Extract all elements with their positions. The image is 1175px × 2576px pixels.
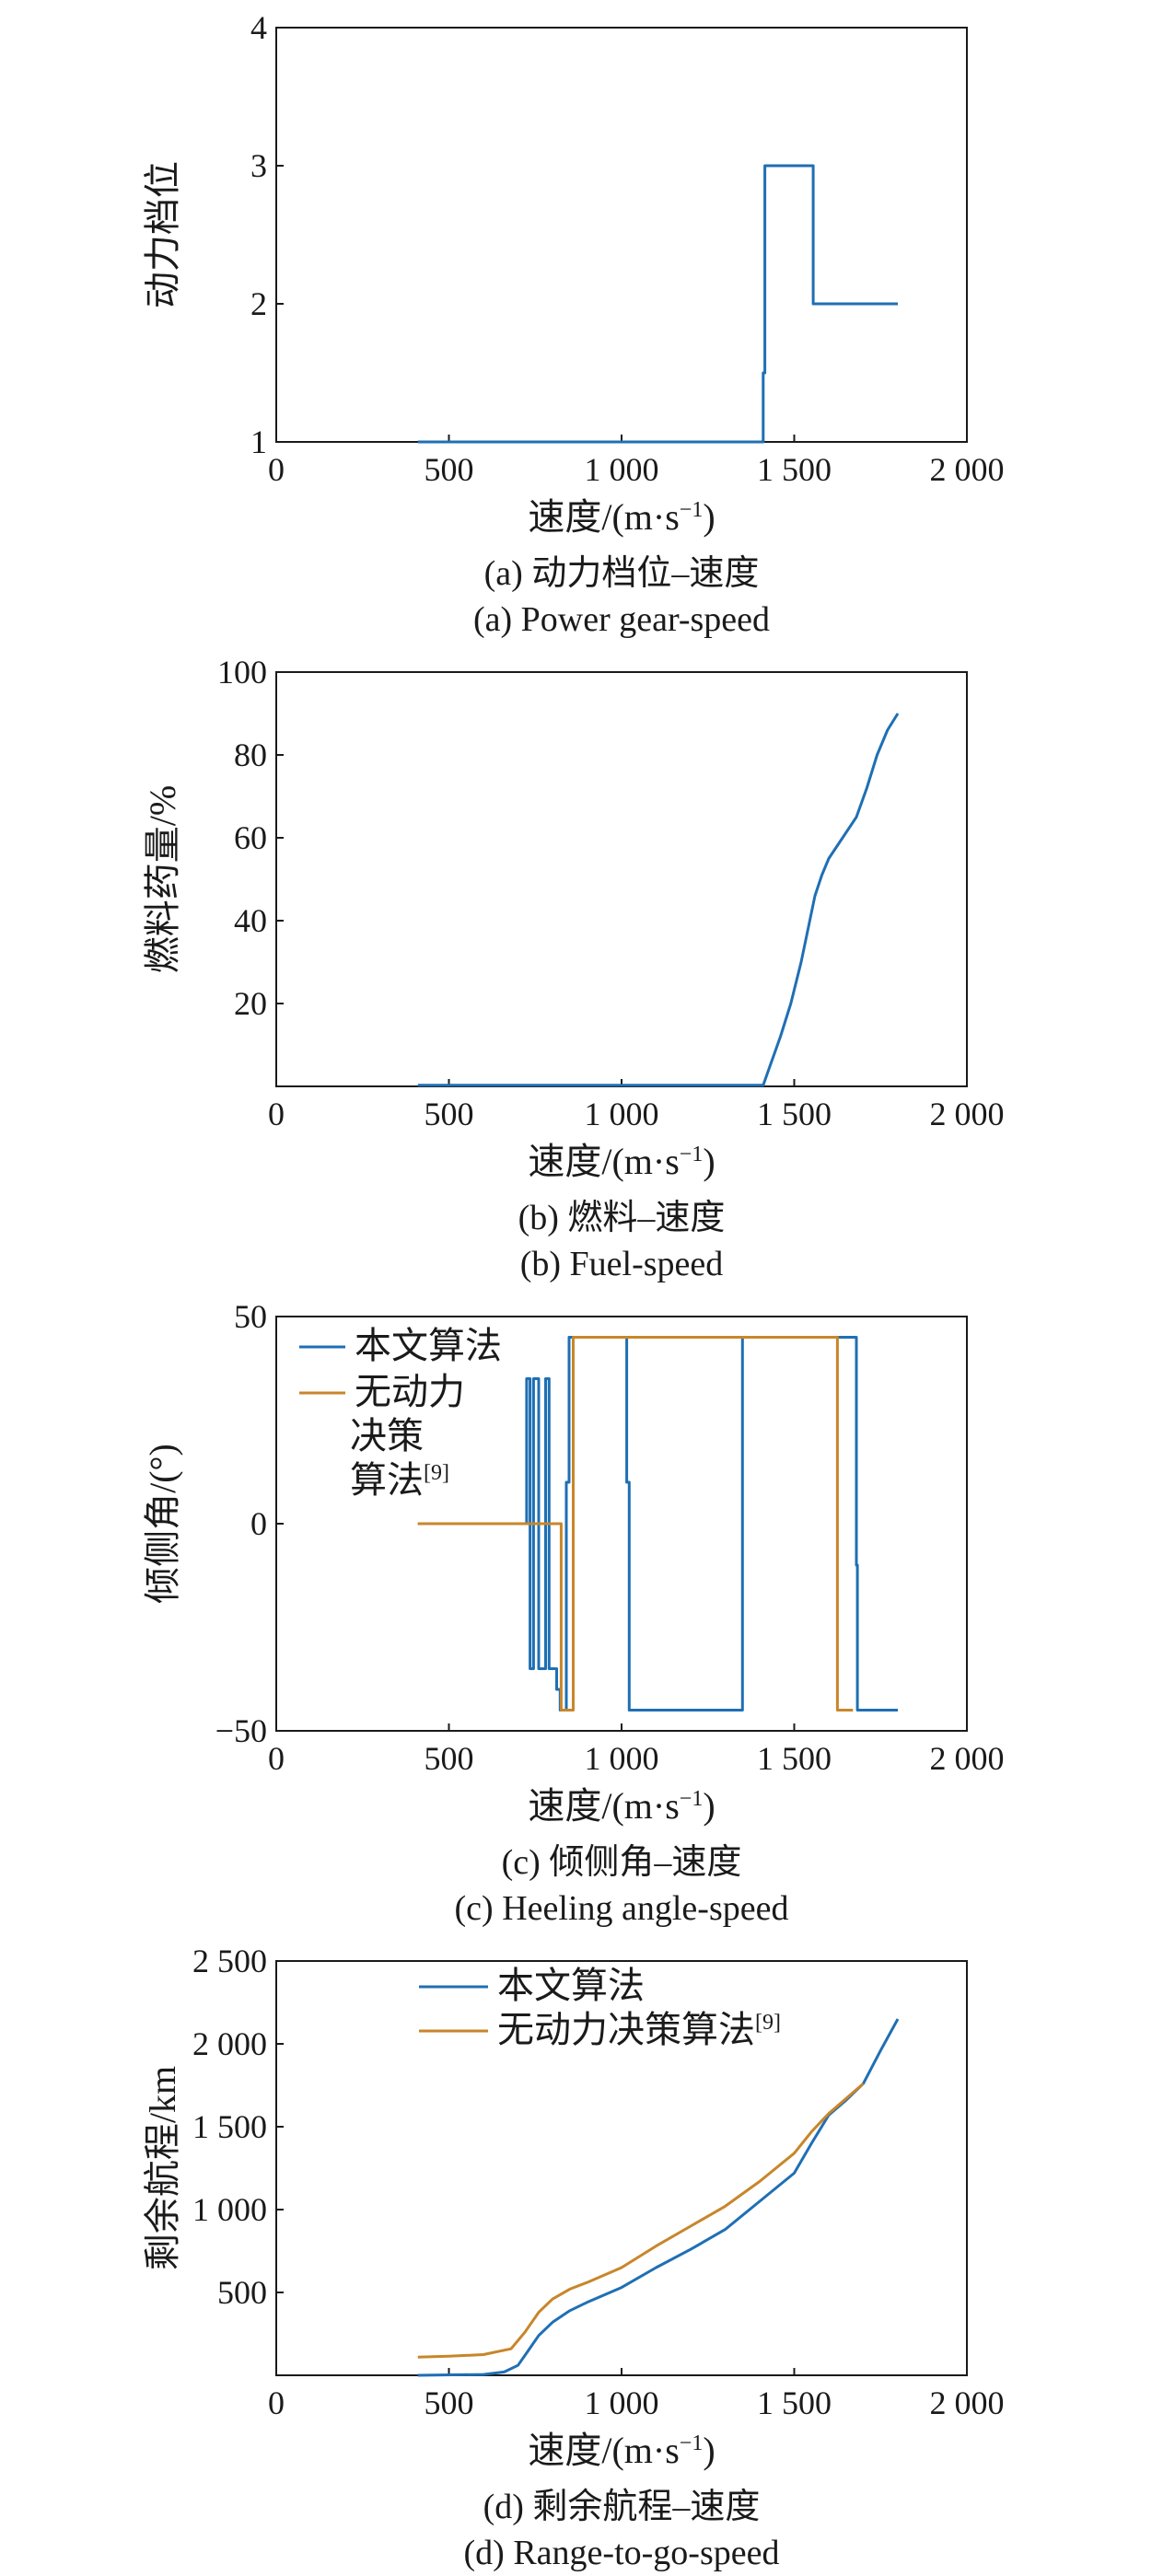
- x-tick-label: 500: [425, 451, 474, 488]
- y-tick-label: 20: [234, 985, 267, 1022]
- caption-cn: (b) 燃料–速度: [518, 1199, 726, 1237]
- series-line-1: [417, 2018, 900, 2377]
- y-tick-label: 3: [250, 147, 267, 184]
- y-tick-label: 50: [234, 1298, 267, 1335]
- y-tick-label: 2 000: [192, 2025, 267, 2062]
- y-tick-label: 2 500: [192, 1943, 267, 1979]
- y-tick-label: 1 500: [192, 2108, 267, 2145]
- chart-panel-c: 0 500 1 000 1 500 2 000−50050速度/(m·s−1)倾侧角/(…: [142, 1298, 1005, 1928]
- legend-label: 决策: [350, 1415, 424, 1456]
- legend-label: 无动力决策算法[9]: [497, 2009, 781, 2050]
- x-tick-label: 1 000: [585, 451, 659, 488]
- series-line-1: [417, 164, 898, 444]
- y-axis-label: 倾侧角/(°): [142, 1444, 183, 1604]
- x-tick-label: 2 000: [930, 451, 1005, 488]
- series-line-1: [417, 713, 900, 1087]
- series-line-2: [417, 1336, 854, 1712]
- x-tick-label: 1 500: [757, 451, 832, 488]
- y-axis-label: 剩余航程/km: [142, 2066, 183, 2270]
- y-tick-label: 100: [217, 654, 267, 690]
- chart-panel-a: 0 500 1 000 1 500 2 000 1 2 3 4 速度/(m·s−1) 动力档位 (a)…: [142, 9, 1005, 639]
- y-tick-label: 1 000: [192, 2191, 267, 2228]
- chart-panel-d: 0 500 1 000 1 500 2 000 500 1 000 1 500 2 000 2 5…: [142, 1943, 1005, 2572]
- legend-label: 算法[9]: [350, 1459, 449, 1501]
- x-tick-label: 1 500: [757, 1740, 832, 1777]
- y-tick-label: 2: [250, 285, 267, 322]
- y-tick-label: 80: [234, 737, 267, 773]
- plot-frame: [275, 671, 968, 1087]
- y-tick-label: 60: [234, 819, 267, 856]
- legend-label: 无动力: [355, 1371, 465, 1412]
- y-tick-label: 500: [217, 2274, 267, 2311]
- series-line-2: [417, 2083, 865, 2359]
- x-axis-label: 速度/(m·s−1): [528, 496, 715, 538]
- caption-cn: (a) 动力档位–速度: [484, 554, 760, 593]
- x-axis-label: 速度/(m·s−1): [528, 2430, 715, 2471]
- y-axis-label: 动力档位: [142, 161, 183, 308]
- caption-en: (b) Fuel-speed: [520, 1245, 724, 1283]
- y-tick-label: 4: [250, 9, 267, 46]
- caption-cn: (d) 剩余航程–速度: [483, 2488, 761, 2526]
- x-tick-label: 1 500: [757, 2385, 832, 2421]
- chart-panel-b: 0 500 1 000 1 500 2 000 20 40 60 80 100 速度/(m·s−1)…: [142, 654, 1005, 1283]
- y-tick-label: 0: [250, 1505, 267, 1542]
- x-tick-label: 0: [268, 1740, 285, 1777]
- caption-en: (c) Heeling angle-speed: [455, 1889, 789, 1928]
- x-tick-label: 0: [268, 1096, 285, 1132]
- y-tick-label: 1: [250, 424, 267, 460]
- x-tick-label: 1 000: [585, 2385, 659, 2421]
- x-tick-label: 1 000: [585, 1096, 659, 1132]
- caption-en: (d) Range-to-go-speed: [464, 2534, 780, 2572]
- x-tick-label: 0: [268, 2385, 285, 2421]
- legend-label: 本文算法: [497, 1965, 645, 2006]
- x-tick-label: 2 000: [930, 1096, 1005, 1132]
- x-axis-label: 速度/(m·s−1): [528, 1141, 715, 1182]
- x-tick-label: 500: [425, 2385, 474, 2421]
- x-tick-label: 2 000: [930, 2385, 1005, 2421]
- caption-en: (a) Power gear-speed: [473, 600, 770, 639]
- y-tick-label: −50: [215, 1712, 267, 1749]
- y-axis-label: 燃料药量/%: [142, 785, 183, 973]
- legend-label: 本文算法: [355, 1325, 502, 1366]
- x-tick-label: 500: [425, 1096, 474, 1132]
- x-tick-label: 2 000: [930, 1740, 1005, 1777]
- plot-frame: [275, 27, 968, 443]
- x-tick-label: 1 500: [757, 1096, 832, 1132]
- x-tick-label: 0: [268, 451, 285, 488]
- x-axis-label: 速度/(m·s−1): [528, 1785, 715, 1827]
- x-tick-label: 1 000: [585, 1740, 659, 1777]
- caption-cn: (c) 倾侧角–速度: [502, 1843, 742, 1882]
- y-tick-label: 40: [234, 902, 267, 939]
- x-tick-label: 500: [425, 1740, 474, 1777]
